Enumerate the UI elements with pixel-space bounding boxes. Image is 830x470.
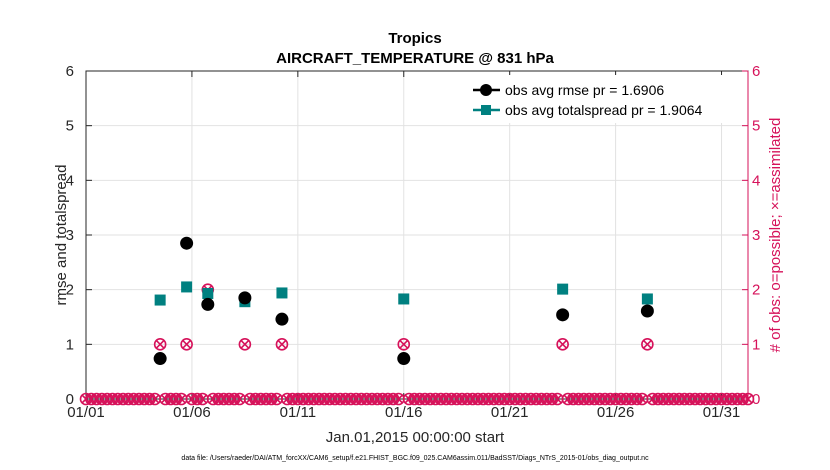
y-tick-label: 2 [66,282,74,299]
x-tick-label: 01/01 [67,404,105,421]
totalspread-marker [276,287,288,299]
y-tick-label-right: 6 [752,63,760,80]
obs-possible-marker [275,338,289,351]
obs-assimilated-marker [197,394,208,404]
obs-count-marker [275,338,289,351]
x-axis: 01/01 01/06 01/11 01/16 01/21 01/26 01/31 [67,71,740,421]
x-tick-label: 01/26 [597,404,635,421]
y-axis-label-right: # of obs: o=possible; ×=assimilated [767,118,784,353]
obs-count-marker [641,338,654,351]
rmse-marker [640,304,654,318]
data-marks [153,236,654,366]
y-tick-label-right: 2 [752,282,760,299]
obs-assimilated-marker [399,339,409,349]
y-axis-label: rmse and totalspread [53,165,70,306]
totalspread-marker [557,283,569,295]
totalspread-marker [181,281,193,293]
totalspread-marker [398,293,410,305]
totalspread-marker [641,293,653,305]
obs-assimilated-marker [272,394,282,404]
obs-assimilated-marker [182,339,192,349]
obs-possible-marker [153,338,167,351]
obs-assimilated-marker [637,394,647,404]
y-tick-label: 3 [66,227,74,244]
legend-spread-label: obs avg totalspread pr = 1.9064 [505,102,703,118]
totalspread-marker [202,287,214,299]
obs-assimilated-marker [176,394,186,404]
chart-subtitle: AIRCRAFT_TEMPERATURE @ 831 hPa [276,50,554,67]
x-tick-label: 01/31 [703,404,741,421]
legend-box [443,75,743,123]
y-tick-label: 4 [66,172,74,189]
rmse-marker [275,312,289,326]
x-tick-label: 01/06 [173,404,211,421]
obs-possible-marker [741,392,755,406]
obs-count-zero-marker [741,392,755,406]
obs-count-marker [397,338,411,351]
obs-assimilated-marker [155,339,165,349]
x-tick-label: 01/11 [280,404,316,421]
y-tick-label-right: 1 [752,336,760,353]
y-tick-label: 5 [66,118,74,135]
obs-assimilated-marker [393,394,404,404]
legend-spread-marker [481,105,491,115]
rmse-marker [556,308,570,322]
rmse-marker [238,291,252,305]
rmse-marker [180,236,194,250]
x-tick-label: 01/16 [385,404,423,421]
y-tick-label: 0 [66,391,74,408]
obs-count-marker [238,338,252,351]
obs-assimilated-marker [552,394,562,404]
footnote: data file: /Users/raeder/DAI/ATM_forcXX/… [181,455,649,462]
y-tick-label-right: 3 [752,227,760,244]
obs-assimilated-marker [235,394,245,404]
y-axis-right: 0 1 2 3 4 5 6 [742,63,760,408]
obs-assimilated-marker [150,394,160,404]
legend: obs avg rmse pr = 1.6906 obs avg totalsp… [443,75,743,123]
obs-assimilated-marker [642,339,652,349]
obs-assimilated-marker [277,339,287,349]
y-tick-label-right: 0 [752,391,760,408]
obs-count-marker [556,338,569,351]
obs-count-marker [153,338,167,351]
chart-title: Tropics [388,30,441,47]
y-tick-label: 1 [66,336,74,353]
obs-possible-marker [180,338,193,351]
obs-count-marker [180,338,193,351]
x-axis-label: Jan.01,2015 00:00:00 start [326,429,505,446]
obs-assimilated-marker [558,339,568,349]
rmse-marker [397,352,411,366]
y-tick-label-right: 5 [752,118,760,135]
totalspread-marker [154,294,166,306]
x-tick-label: 01/21 [491,404,529,421]
y-tick-label-right: 4 [752,172,760,189]
rmse-marker [201,297,215,311]
zero-obs-markers [79,392,755,406]
obs-possible-marker [556,338,569,351]
obs-assimilated-marker [743,394,753,404]
rmse-marker [153,352,167,366]
legend-rmse-marker [480,84,492,96]
legend-rmse-label: obs avg rmse pr = 1.6906 [505,82,664,98]
obs-possible-marker [397,338,411,351]
y-tick-label: 6 [66,63,74,80]
obs-possible-marker [641,338,654,351]
obs-assimilated-marker [240,339,250,349]
obs-possible-marker [238,338,252,351]
grid [85,71,748,399]
